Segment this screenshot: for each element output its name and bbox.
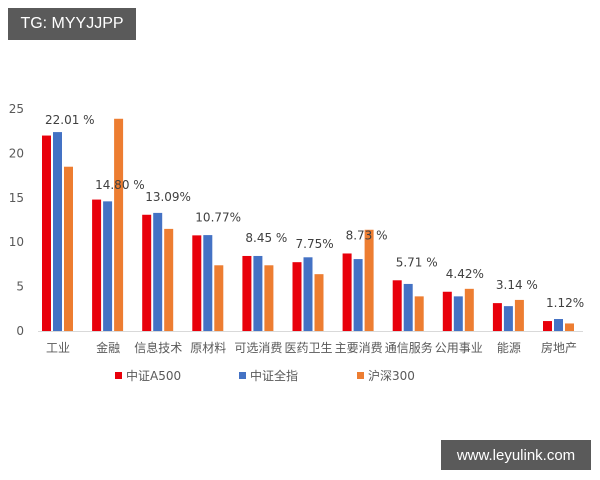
category-labels: 工业 金融 信息技术 原材料 可选消费 医药卫生 主要消费 通信服务 公用事业 能源 房地产 <box>46 340 577 355</box>
bar <box>554 319 563 331</box>
bar <box>392 280 402 331</box>
bar <box>192 235 202 331</box>
legend-swatch-orange-icon <box>357 372 364 379</box>
y-tick-label: 15 <box>9 191 24 205</box>
y-axis: 0 5 10 15 20 25 <box>9 102 24 338</box>
bar <box>303 257 313 331</box>
bar <box>103 201 113 331</box>
data-label: 5.71 % <box>396 255 438 269</box>
legend-item-all: 中证全指 <box>239 367 357 384</box>
data-label: 4.42% <box>446 267 484 281</box>
bar <box>403 283 413 331</box>
bar-group <box>292 257 324 331</box>
data-label: 1.12% <box>546 296 584 310</box>
bar <box>214 265 224 331</box>
legend: 中证A500 中证全指 沪深300 <box>115 367 415 384</box>
bar <box>442 291 452 331</box>
y-tick-label: 5 <box>16 280 24 294</box>
category-label: 工业 <box>46 341 70 355</box>
bar <box>453 296 463 331</box>
category-label: 金融 <box>96 340 120 355</box>
legend-label: 中证全指 <box>250 369 299 383</box>
legend-swatch-blue-icon <box>239 372 246 379</box>
data-label: 10.77% <box>195 210 241 224</box>
data-label: 8.73 % <box>346 228 388 242</box>
bar <box>164 228 174 331</box>
bar <box>53 132 62 331</box>
category-label: 能源 <box>497 341 521 355</box>
legend-item-hs300: 沪深300 <box>357 367 415 384</box>
legend-label: 中证A500 <box>126 369 182 383</box>
bar <box>64 166 73 331</box>
bar <box>514 299 524 331</box>
bar <box>242 255 252 331</box>
y-tick-label: 10 <box>9 235 24 249</box>
bar <box>203 235 213 331</box>
bar <box>153 212 163 331</box>
watermark-bottom: www.leyulink.com <box>441 440 591 470</box>
bar <box>292 262 302 331</box>
data-labels: 22.01 % 14.80 %13.09% 10.77% 8.45 % 7.75% 8.7… <box>45 113 584 310</box>
bar-group <box>142 212 174 331</box>
category-label: 信息技术 <box>134 340 182 355</box>
bar <box>414 296 424 331</box>
data-label: 8.45 % <box>245 231 287 245</box>
bar <box>342 253 352 331</box>
bar <box>314 274 324 331</box>
y-tick-label: 25 <box>9 102 24 116</box>
y-tick-label: 0 <box>16 324 24 338</box>
bar-group <box>442 288 474 331</box>
watermark-top: TG: MYYJJPP <box>8 8 136 40</box>
data-label: 3.14 % <box>496 278 538 292</box>
bar-group <box>492 299 524 331</box>
category-label: 医药卫生 <box>284 341 332 355</box>
bar <box>464 288 474 331</box>
bar-group <box>543 319 574 331</box>
data-label: 7.75% <box>296 237 334 251</box>
bar-group <box>242 255 274 331</box>
bar <box>353 259 363 331</box>
bar-group <box>92 118 124 331</box>
category-label: 主要消费 <box>335 341 383 355</box>
bar <box>42 135 51 331</box>
bar <box>364 229 374 331</box>
bar <box>92 199 102 331</box>
category-label: 原材料 <box>190 341 226 355</box>
bar <box>503 306 513 331</box>
bar <box>114 118 124 331</box>
bar <box>264 265 274 331</box>
data-label: 13.09% <box>145 190 191 204</box>
bar <box>253 255 263 331</box>
bar-groups <box>42 118 574 331</box>
category-label: 可选消费 <box>234 341 282 355</box>
bar-group <box>392 280 424 331</box>
bar <box>565 323 574 331</box>
bar-group <box>42 132 73 331</box>
legend-label: 沪深300 <box>368 369 415 383</box>
bar <box>492 303 502 331</box>
legend-swatch-red-icon <box>115 372 122 379</box>
bar-group <box>192 235 224 331</box>
bar <box>142 214 152 331</box>
category-label: 通信服务 <box>385 340 433 355</box>
y-tick-label: 20 <box>9 146 24 160</box>
data-label: 14.80 % <box>95 178 145 192</box>
bar <box>543 321 552 331</box>
bar-group <box>342 229 374 331</box>
data-label: 22.01 % <box>45 113 95 127</box>
legend-item-a500: 中证A500 <box>115 367 239 384</box>
category-label: 公用事业 <box>435 341 483 355</box>
category-label: 房地产 <box>541 340 577 355</box>
